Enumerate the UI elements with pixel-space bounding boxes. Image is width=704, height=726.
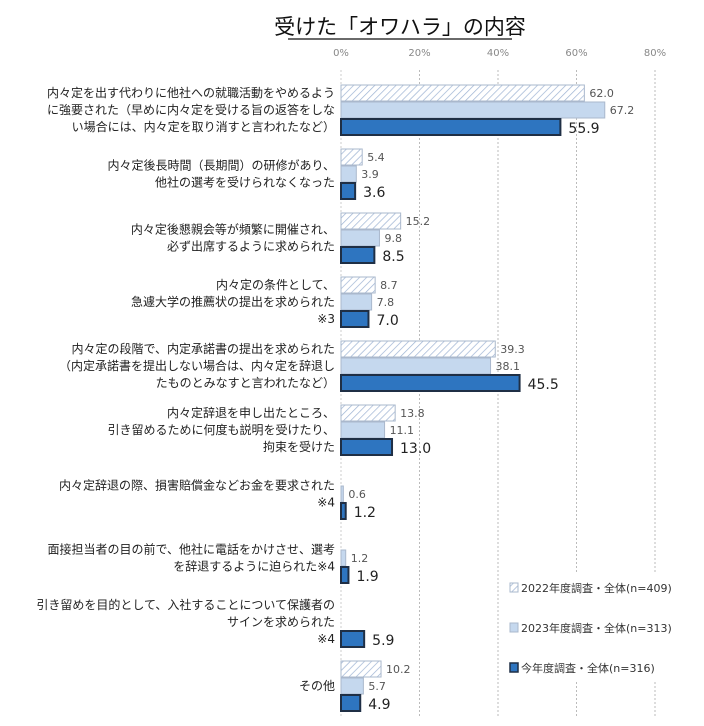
data-label: 11.1 (390, 424, 415, 437)
bar (340, 293, 373, 311)
data-label: 7.8 (377, 296, 395, 309)
bar (340, 101, 606, 119)
category-label: 引き留めるために何度も説明を受けたり、 (107, 422, 335, 437)
category-label: 内々定後懇親会等が頻繁に開催され、 (131, 222, 335, 237)
data-label: 9.8 (384, 232, 402, 245)
data-label: 5.7 (368, 680, 386, 693)
data-label: 3.9 (361, 168, 379, 181)
x-tick-label: 40% (487, 48, 509, 59)
category-label: サインを求められた (227, 615, 335, 629)
category-label: 内々定辞退の際、損害賠償金などお金を要求された (59, 478, 335, 493)
data-label: 8.7 (380, 279, 398, 292)
x-tick-label: 20% (408, 48, 430, 59)
category-label: たものとみなすと言われたなど） (156, 376, 335, 390)
bar (340, 118, 562, 136)
bar (340, 485, 344, 503)
category-label: 内々定の段階で、内定承諾書の提出を求められた (71, 341, 335, 356)
bar (340, 660, 382, 678)
category-label: 必ず出席するように求められた (167, 239, 335, 254)
bar (340, 438, 394, 456)
category-label: 内々定を出す代わりに他社への就職活動をやめるよう (47, 85, 335, 100)
data-label: 13.0 (400, 441, 431, 457)
data-label: 1.2 (351, 552, 369, 565)
data-label: 45.5 (528, 377, 559, 393)
data-label: 10.2 (386, 663, 411, 676)
bar (340, 421, 386, 439)
bar (340, 246, 376, 264)
legend-swatch (509, 662, 519, 673)
category-label: 内々定辞退を申し出たところ、 (167, 405, 335, 420)
bar (340, 340, 496, 358)
bar (340, 374, 521, 392)
legend-label: 今年度調査・全体(n=316) (521, 661, 655, 675)
data-label: 0.6 (348, 488, 366, 501)
data-label: 1.9 (356, 569, 378, 585)
bar (340, 549, 347, 567)
chart-title: 受けた「オワハラ」の内容 (274, 15, 526, 39)
category-label: ※4 (317, 632, 335, 646)
data-label: 7.0 (376, 313, 398, 329)
data-label: 5.9 (372, 633, 394, 649)
data-label: 5.4 (367, 151, 385, 164)
legend-swatch (509, 582, 519, 593)
data-label: 13.8 (400, 407, 425, 420)
data-label: 55.9 (568, 121, 599, 137)
category-label: ※4 (317, 496, 335, 510)
category-label: 他社の選考を受けられなくなった (155, 175, 335, 190)
data-label: 3.6 (363, 185, 385, 201)
bar (340, 677, 364, 695)
category-label: 拘束を受けた (263, 440, 335, 454)
legend-box (500, 574, 704, 682)
bar (340, 502, 347, 520)
category-label: 内々定の条件として、 (216, 277, 335, 292)
legend-label: 2023年度調査・全体(n=313) (521, 621, 672, 635)
bar (340, 182, 357, 200)
bar (340, 165, 357, 183)
data-label: 39.3 (500, 343, 525, 356)
data-label: 4.9 (368, 697, 390, 713)
category-label: ※3 (317, 312, 335, 326)
x-tick-label: 0% (333, 48, 349, 59)
bar (340, 84, 585, 102)
data-label: 67.2 (610, 104, 635, 117)
data-label: 1.2 (354, 505, 376, 521)
x-tick-label: 60% (565, 48, 587, 59)
bar (340, 357, 492, 375)
bar (340, 630, 366, 648)
legend-swatch (509, 622, 519, 633)
bar (340, 229, 380, 247)
category-label: その他 (299, 679, 335, 693)
category-label: 引き留めを目的として、入社することについて保護者の (36, 597, 335, 612)
category-label: に強要された（早めに内々定を受ける旨の返答をしな (47, 102, 335, 117)
category-label: い場合には、内々定を取り消すと言われたなど） (72, 119, 335, 134)
bar (340, 310, 370, 328)
data-label: 8.5 (382, 249, 404, 265)
data-label: 38.1 (496, 360, 520, 373)
bar (340, 694, 362, 712)
category-label: 面接担当者の目の前で、他社に電話をかけさせ、選考 (47, 542, 335, 557)
x-tick-label: 80% (644, 48, 666, 59)
data-label: 62.0 (589, 87, 614, 100)
category-label: を辞退するように迫られた※4 (173, 559, 335, 574)
bar (340, 566, 350, 584)
bar (340, 276, 376, 294)
bar (340, 212, 402, 230)
category-label: 内々定後長時間（長期間）の研修があり、 (107, 158, 335, 173)
category-label: （内定承諾書を提出しない場合は、内々定を辞退し (59, 358, 335, 373)
legend-label: 2022年度調査・全体(n=409) (521, 581, 672, 595)
data-label: 15.2 (406, 215, 431, 228)
category-label: 急遽大学の推薦状の提出を求められた (131, 294, 335, 309)
bar (340, 404, 396, 422)
bar (340, 148, 363, 166)
